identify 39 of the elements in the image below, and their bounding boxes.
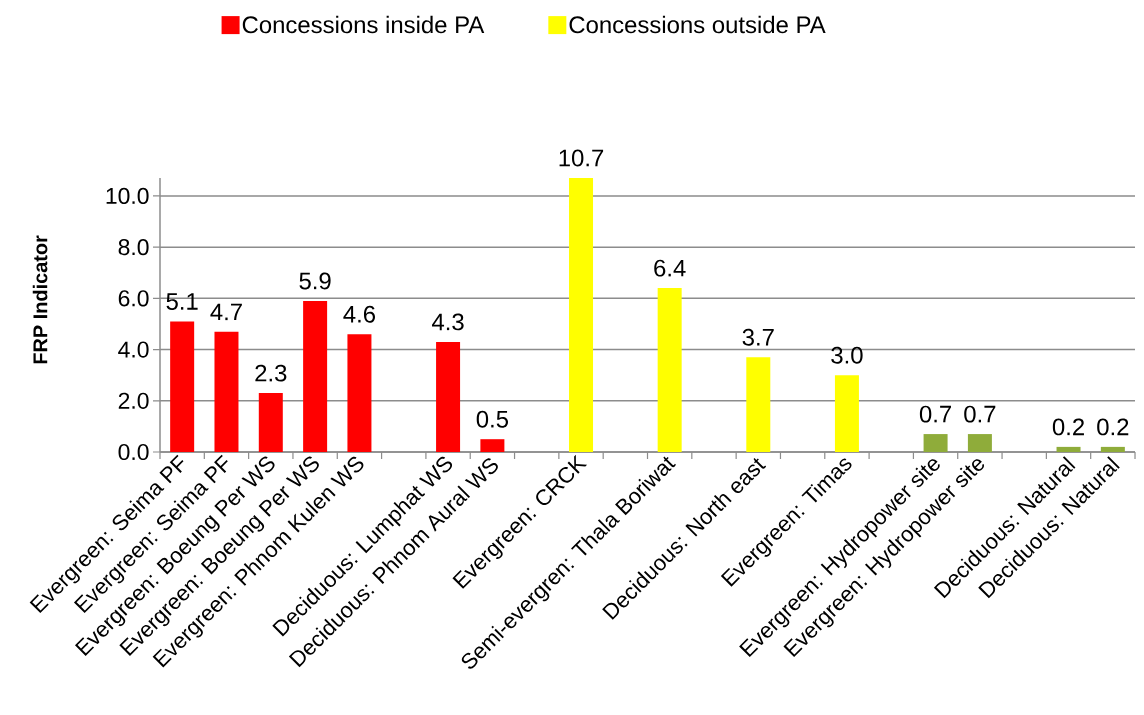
bar — [923, 434, 948, 452]
bar — [170, 321, 195, 452]
bar — [480, 439, 505, 452]
data-label: 0.7 — [919, 405, 951, 423]
y-tick-label: 6.0 — [118, 290, 149, 307]
data-label: 0.7 — [964, 405, 996, 423]
bar — [834, 375, 859, 452]
data-label: 3.7 — [742, 328, 774, 346]
data-label: 5.1 — [166, 293, 198, 310]
data-label: 4.3 — [432, 313, 464, 331]
y-tick-label: 0.0 — [118, 443, 149, 461]
y-axis-title: FRP Indicator — [32, 235, 48, 364]
data-label: 0.5 — [476, 410, 509, 428]
legend-label: Concessions outside PA — [569, 15, 826, 34]
data-label: 4.7 — [210, 303, 242, 321]
data-label: 2.3 — [255, 364, 287, 382]
y-tick-label: 10.0 — [106, 187, 149, 205]
bar — [746, 357, 771, 452]
bar — [1056, 446, 1081, 452]
bar — [214, 331, 239, 452]
legend-label: Concessions inside PA — [242, 15, 485, 34]
bar — [569, 178, 594, 452]
bar — [303, 300, 328, 452]
data-label: 3.0 — [831, 346, 863, 364]
bar — [258, 393, 283, 452]
bar — [1100, 446, 1125, 452]
y-tick-label: 4.0 — [118, 341, 149, 358]
y-tick-label: 2.0 — [118, 392, 149, 409]
bar — [436, 341, 461, 452]
data-label: 10.7 — [559, 149, 604, 167]
bar — [347, 334, 372, 452]
data-label: 0.2 — [1097, 418, 1129, 436]
data-label: 0.2 — [1052, 418, 1084, 436]
bar — [967, 434, 992, 452]
data-label: 6.4 — [654, 259, 686, 277]
bar — [657, 288, 682, 452]
data-label: 5.9 — [299, 272, 331, 290]
y-tick-label: 8.0 — [118, 239, 149, 256]
data-label: 4.6 — [343, 305, 376, 323]
